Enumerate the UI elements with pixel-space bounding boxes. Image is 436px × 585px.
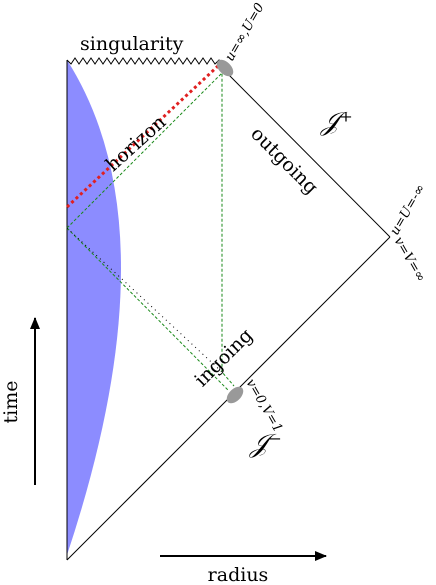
scri-plus-label: 𝒥⁺ bbox=[319, 107, 353, 137]
radius-label: radius bbox=[208, 564, 269, 585]
bottom-point bbox=[226, 386, 244, 404]
dotted-ray bbox=[66, 227, 223, 373]
scri-minus-label: 𝒥⁻ bbox=[248, 429, 282, 459]
bottom-point-label: v=0,V=1 bbox=[243, 377, 286, 436]
singularity-label: singularity bbox=[80, 33, 184, 55]
time-label: time bbox=[0, 381, 22, 424]
singularity-zigzag bbox=[66, 57, 223, 69]
outgoing-label: outgoing bbox=[246, 123, 322, 199]
star-surface bbox=[67, 60, 121, 555]
top-corner-label: u=∞,U=0 bbox=[222, 1, 267, 64]
horizon-label: horizon bbox=[102, 111, 171, 176]
future-null-infinity bbox=[221, 67, 391, 238]
right-corner-u-label: u=U=-∞ bbox=[387, 182, 428, 238]
light-ray-ingoing bbox=[66, 227, 229, 391]
light-ray-outgoing bbox=[66, 71, 235, 387]
horizon-line bbox=[65, 64, 220, 209]
top-corner-point bbox=[216, 59, 234, 77]
right-corner-v-label: v=V=∞ bbox=[391, 235, 429, 285]
